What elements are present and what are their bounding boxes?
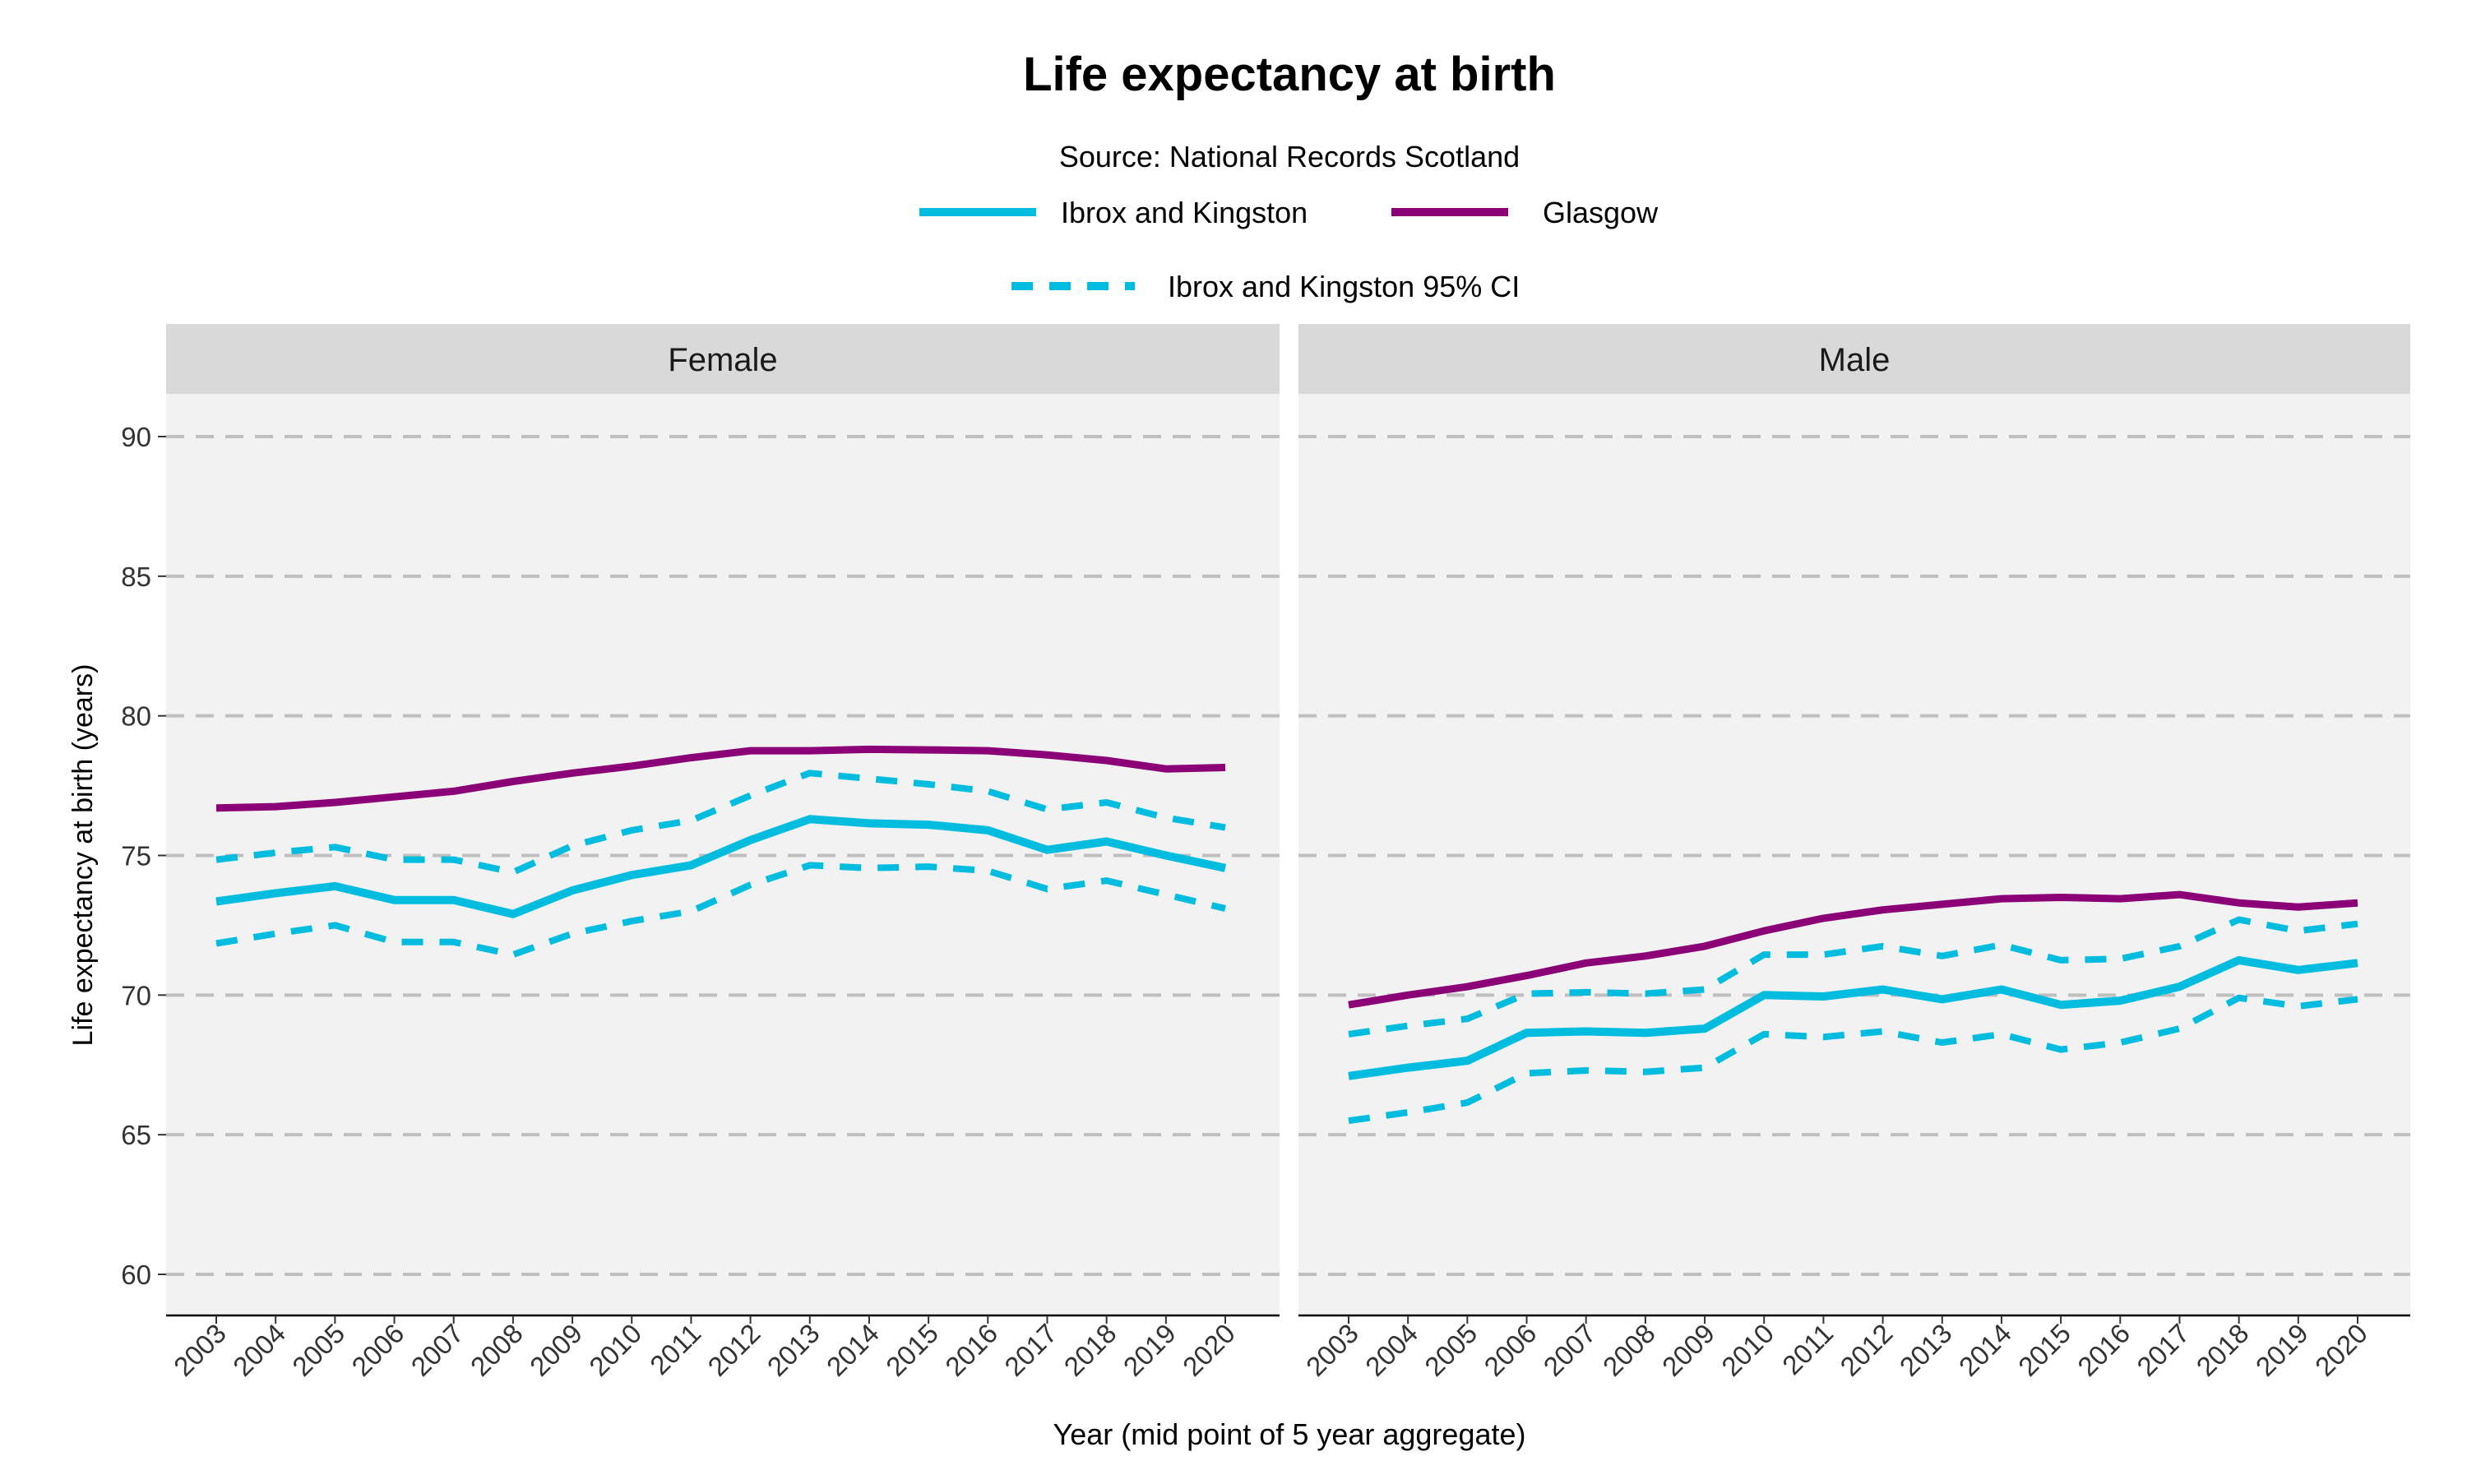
- x-tick-label: 2013: [761, 1318, 826, 1382]
- x-tick-label: 2015: [880, 1318, 944, 1382]
- x-tick-label: 2006: [1478, 1318, 1542, 1382]
- x-tick-label: 2014: [821, 1318, 885, 1382]
- y-axis-label: Life expectancy at birth (years): [67, 664, 99, 1047]
- x-tick-label: 2008: [465, 1318, 529, 1382]
- x-tick-label: 2017: [998, 1318, 1062, 1382]
- x-tick-label: 2010: [1715, 1318, 1780, 1382]
- x-tick-label: 2016: [2071, 1318, 2136, 1382]
- x-tick-label: 2012: [1834, 1318, 1898, 1382]
- y-tick-label: 65: [121, 1120, 151, 1150]
- y-tick-label: 85: [121, 562, 151, 592]
- x-tick-label: 2003: [1300, 1318, 1364, 1382]
- legend: Ibrox and Kingston Glasgow Ibrox and Kings…: [919, 196, 1659, 303]
- x-tick-label: 2007: [1538, 1318, 1602, 1382]
- x-tick-label: 2007: [405, 1318, 470, 1382]
- x-tick-label: 2009: [1656, 1318, 1720, 1382]
- panel-strip-label: Female: [668, 342, 777, 378]
- x-tick-label: 2018: [1058, 1318, 1122, 1382]
- panel-strip-label: Male: [1819, 342, 1891, 378]
- x-tick-label: 2006: [345, 1318, 410, 1382]
- x-tick-label: 2013: [1894, 1318, 1958, 1382]
- chart-title: Life expectancy at birth: [1023, 48, 1556, 101]
- panel-female: Female 60 65 70 75 80 85 90 20032004200520062007…: [121, 324, 1280, 1382]
- x-tick-label: 2011: [644, 1318, 706, 1380]
- x-tick-label: 2008: [1597, 1318, 1661, 1382]
- x-tick-label: 2015: [2012, 1318, 2076, 1382]
- y-tick-label: 75: [121, 841, 151, 871]
- x-tick-label: 2003: [168, 1318, 232, 1382]
- x-axis-label: Year (mid point of 5 year aggregate): [1053, 1417, 1525, 1451]
- x-tick-label: 2010: [583, 1318, 647, 1382]
- x-tick-label: 2012: [701, 1318, 766, 1382]
- x-tick-label: 2004: [1359, 1318, 1423, 1382]
- x-tick-label: 2005: [286, 1318, 350, 1382]
- y-tick-label: 70: [121, 980, 151, 1010]
- panel-background: [1298, 394, 2410, 1315]
- legend-label: Glasgow: [1543, 196, 1659, 229]
- x-tick-label: 2018: [2191, 1318, 2255, 1382]
- panels: Female6065707580859020032004200520062007…: [121, 324, 2410, 1382]
- x-tick-label: 2016: [939, 1318, 1003, 1382]
- x-tick-label: 2019: [1118, 1318, 1182, 1382]
- chart-subtitle: Source: National Records Scotland: [1059, 140, 1520, 173]
- legend-label: Ibrox and Kingston: [1061, 196, 1308, 229]
- x-tick-label: 2019: [2250, 1318, 2314, 1382]
- x-tick-label: 2014: [1953, 1318, 2017, 1382]
- y-tick-label: 60: [121, 1260, 151, 1290]
- x-tick-label: 2009: [524, 1318, 588, 1382]
- y-tick-label: 90: [121, 422, 151, 452]
- x-tick-label: 2005: [1419, 1318, 1483, 1382]
- x-tick-label: 2004: [227, 1318, 291, 1382]
- y-tick-label: 80: [121, 701, 151, 732]
- x-tick-label: 2020: [1177, 1318, 1241, 1382]
- panel-male: Male 200320042005200620072008200920102011…: [1298, 324, 2410, 1382]
- x-tick-label: 2020: [2309, 1318, 2373, 1382]
- x-tick-label: 2011: [1776, 1318, 1839, 1380]
- legend-label: Ibrox and Kingston 95% CI: [1168, 270, 1520, 303]
- x-tick-label: 2017: [2131, 1318, 2195, 1382]
